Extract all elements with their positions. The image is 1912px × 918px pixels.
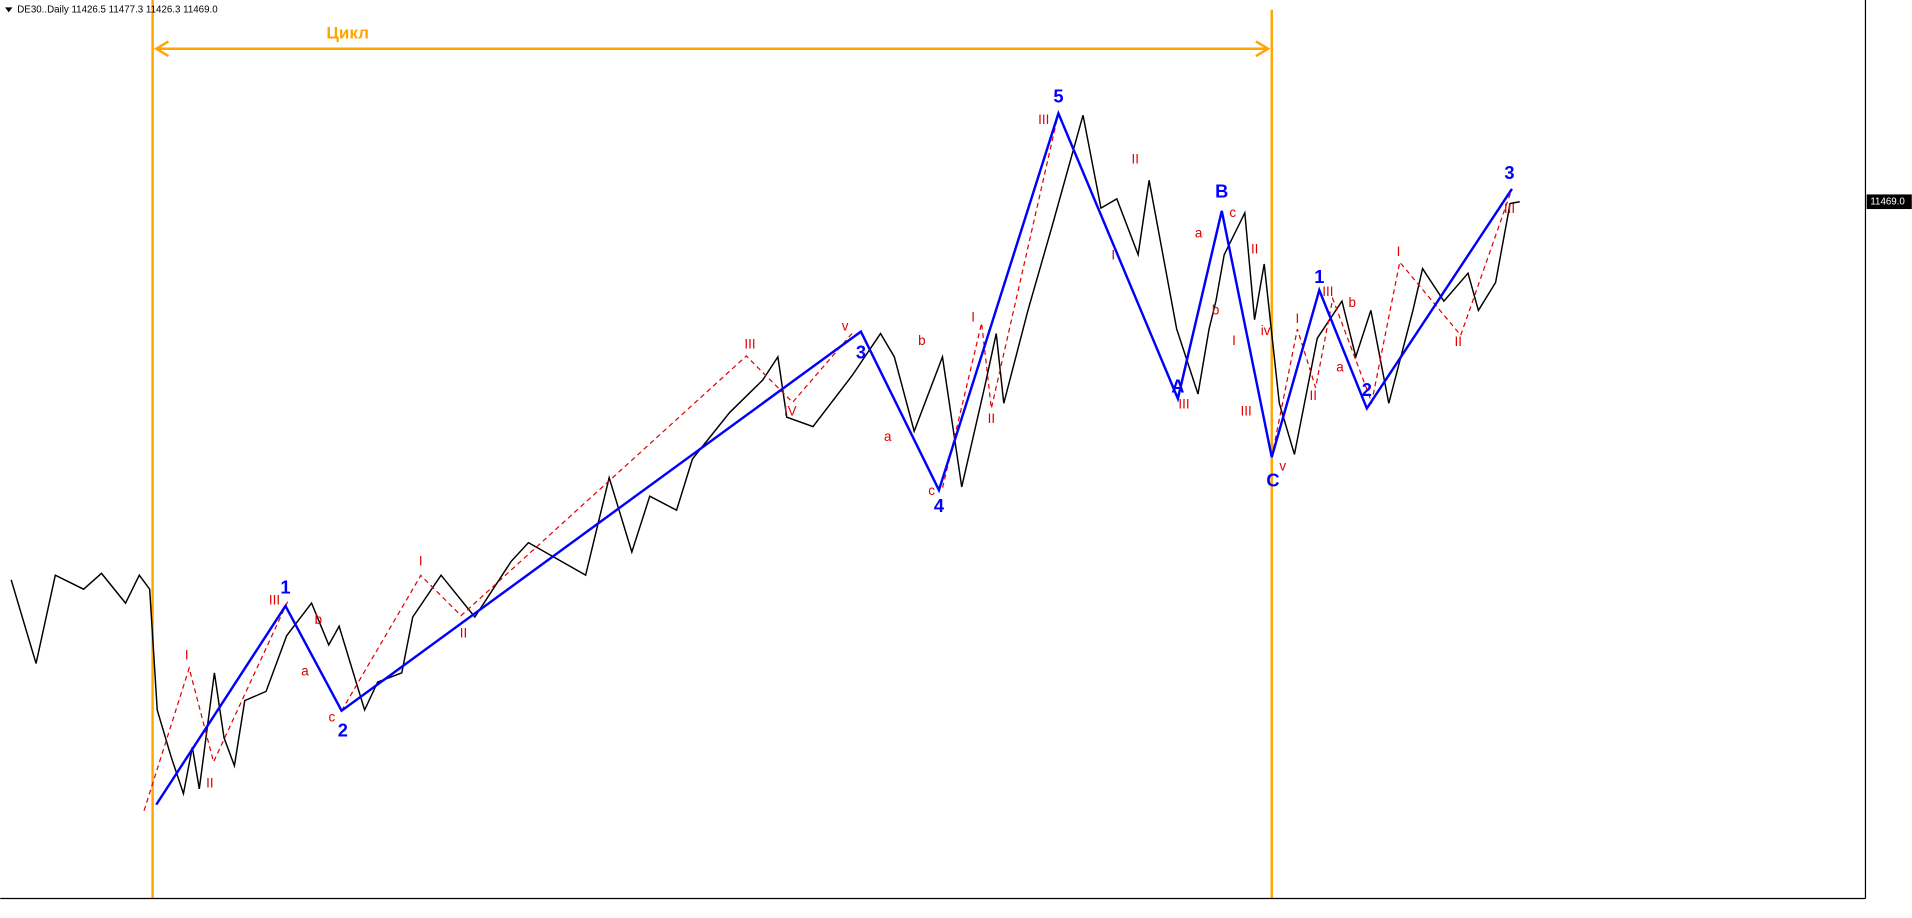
data-layer (10, 115, 1520, 797)
wave-line (155, 109, 1513, 806)
wave-label: c (928, 483, 935, 498)
wave-label: a (1195, 226, 1203, 241)
wave-label: b (1212, 302, 1219, 317)
wave-label: A (1171, 376, 1184, 397)
wave-label: b (315, 612, 322, 627)
wave-label: III (1241, 404, 1252, 419)
wave-label: v (842, 318, 849, 333)
wave-label: III (744, 337, 755, 352)
wave-label: I (185, 647, 189, 662)
wave-label: 5 (1053, 85, 1063, 106)
wave-label: I (1232, 333, 1236, 348)
wave-label: 1 (1314, 266, 1324, 287)
cycle-arrow-head (1255, 40, 1271, 58)
wave-label: III (269, 593, 280, 608)
last-price-box (1866, 194, 1912, 210)
menu-icon[interactable] (5, 7, 13, 13)
wave-dashed (1271, 188, 1513, 458)
wave-label: 1 (280, 577, 290, 598)
wave-label: II (988, 411, 995, 426)
price-line (10, 115, 1520, 797)
wave-label: B (1215, 180, 1228, 201)
wave-label: I (1397, 244, 1401, 259)
wave-label: 4 (934, 495, 945, 516)
wave-label: II (1131, 151, 1138, 166)
wave-label: I (419, 554, 423, 569)
wave-label: III (1504, 201, 1515, 216)
wave-label: III (1322, 284, 1333, 299)
cycle-arrow-head (153, 40, 170, 58)
wave-label: I (971, 310, 975, 325)
wave-label: II (206, 775, 213, 790)
wave-label: II (1251, 241, 1258, 256)
wave-label: 3 (856, 341, 866, 362)
last-price-label: 11469.0 (1870, 196, 1905, 207)
wave-label: III (1178, 396, 1189, 411)
wave-label: II (1309, 388, 1316, 403)
wave-label: a (301, 663, 309, 678)
wave-label: iv (1261, 323, 1271, 338)
wave-label: a (1336, 360, 1344, 375)
wave-label: C (1266, 469, 1279, 490)
wave-label: c (328, 710, 335, 725)
wave-label: 2 (1362, 379, 1372, 400)
wave-label: b (918, 333, 925, 348)
wave-label: c (1229, 205, 1236, 220)
header: DE30..Daily 11426.5 11477.3 11426.3 1146… (17, 4, 218, 15)
wave-label: I (1295, 311, 1299, 326)
wave-label: IV (784, 404, 797, 419)
wave-label: II (460, 625, 467, 640)
wave-label: v (1279, 458, 1286, 473)
wave-label: 2 (338, 719, 348, 740)
wave-label: III (1038, 112, 1049, 127)
wave-dashed (143, 600, 289, 811)
wave-label: I (1111, 248, 1115, 263)
wave-label: a (884, 429, 892, 444)
wave-label: b (1348, 295, 1355, 310)
wave-label: II (1455, 334, 1462, 349)
label-layer: 11469.012345ABC123IIIIIIabcIIIIIIIVvabcI… (185, 85, 1912, 790)
cycle-label: Цикл (326, 24, 369, 43)
wave-label: 3 (1504, 162, 1514, 183)
wave-dashed (341, 331, 855, 712)
